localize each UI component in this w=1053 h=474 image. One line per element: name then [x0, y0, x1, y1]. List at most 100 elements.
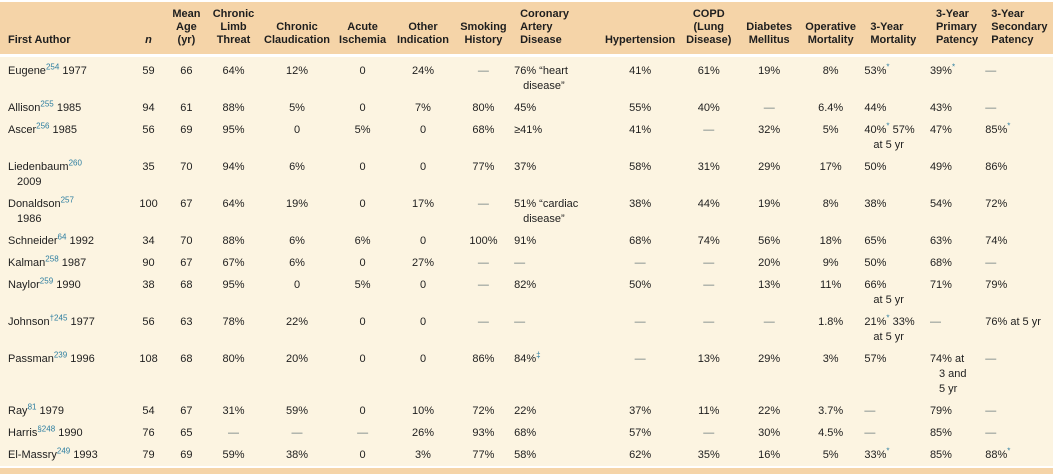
table-header-row: First Author n Mean Age (yr) Chronic Limb T… — [0, 2, 1053, 57]
table-cell: 79% — [927, 400, 984, 422]
table-row: Allison255 1985 94 61 88% 5% 0 7% 80% 45% 55% 40% —… — [0, 97, 1053, 119]
column-header: Hypertension — [602, 2, 679, 57]
column-header: Smoking History — [454, 2, 513, 57]
reference-superscript[interactable]: 64 — [57, 232, 67, 242]
study-author-cell: Ascer256 1985 — [0, 119, 132, 156]
table-cell: 0 — [391, 348, 455, 400]
table-cell: — — [678, 422, 740, 444]
table-cell: 59% — [260, 400, 334, 422]
table-cell: 37% — [512, 156, 603, 193]
table-cell: 80% — [206, 348, 261, 400]
footnote-asterisk: * — [1007, 121, 1011, 131]
table-cell: — — [602, 311, 679, 348]
table-cell: 6% — [260, 252, 334, 274]
table-cell: 4.5% — [798, 422, 863, 444]
table-cell: 57% — [602, 422, 679, 444]
table-cell: — — [454, 252, 513, 274]
table-cell: 57% — [862, 348, 928, 400]
table-cell: 58% — [512, 444, 603, 466]
reference-superscript[interactable]: 256 — [36, 121, 50, 131]
table-row: Johnson†245 1977 56 63 78% 22% 0 0— — — — —1.8% 21%… — [0, 311, 1053, 348]
table-cell: 0 — [391, 311, 455, 348]
study-comparison-table: First Author n Mean Age (yr) Chronic Limb T… — [0, 2, 1053, 466]
table-cell: 20% — [739, 252, 799, 274]
table-cell: 0 — [333, 311, 392, 348]
table-cell: 6% — [260, 156, 334, 193]
table-cell: 86% — [983, 156, 1053, 193]
table-cell: — — [739, 311, 799, 348]
table-cell: 93% — [454, 422, 513, 444]
reference-superscript[interactable]: ‡ — [536, 350, 541, 360]
study-author-cell: Ray81 1979 — [0, 400, 132, 422]
reference-superscript[interactable]: 239 — [53, 350, 68, 360]
table-cell: 72% — [454, 400, 513, 422]
study-author-cell: Liedenbaum260 2009 — [0, 156, 132, 193]
table-cell: 58% — [602, 156, 679, 193]
table-cell: 55% — [602, 97, 679, 119]
reference-superscript[interactable]: 255 — [40, 99, 54, 109]
reference-superscript[interactable]: 259 — [39, 276, 54, 286]
table-cell: 94% — [206, 156, 261, 193]
table-cell: 100 — [131, 193, 166, 230]
footnote-asterisk: * — [886, 446, 890, 456]
table-cell: 49% — [927, 156, 984, 193]
table-cell: 54% — [927, 193, 984, 230]
reference-superscript[interactable]: 254 — [45, 62, 60, 72]
table-row: Schneider64 1992 34 70 88% 6% 6% 0 100% 91% 68% 74… — [0, 230, 1053, 252]
table-cell: 5% — [798, 444, 863, 466]
reference-superscript[interactable]: 257 — [60, 195, 74, 205]
reference-superscript[interactable]: §248 — [37, 424, 56, 434]
table-cell: 13% — [678, 348, 740, 400]
table-cell: 41% — [602, 119, 679, 156]
reference-superscript[interactable]: 249 — [56, 446, 71, 456]
table-cell: 37% — [602, 400, 679, 422]
table-cell: 74% — [678, 230, 740, 252]
table-cell: 0 — [333, 156, 392, 193]
table-cell: 31% — [678, 156, 740, 193]
column-header: First Author — [0, 2, 132, 57]
table-cell: 85% — [927, 444, 984, 466]
table-cell: 22% — [260, 311, 334, 348]
table-cell: 30% — [739, 422, 799, 444]
table-cell: 78% — [206, 311, 261, 348]
table-cell: 69 — [165, 119, 207, 156]
reference-superscript[interactable]: 81 — [27, 402, 37, 412]
table-cell: 18% — [798, 230, 863, 252]
table-cell: 3% — [798, 348, 863, 400]
table-cell: 35% — [678, 444, 740, 466]
table-cell: 59% — [206, 444, 261, 466]
cell-continuation-line: at 5 yr — [873, 139, 904, 151]
table-cell: 50% — [862, 156, 928, 193]
table-cell: 95% — [206, 119, 261, 156]
table-cell: 19% — [739, 193, 799, 230]
table-cell: 0 — [333, 55, 392, 97]
cell-continuation-line: at 5 yr — [873, 294, 904, 306]
table-cell: — — [206, 422, 261, 444]
table-cell: 39%* — [927, 55, 984, 97]
table-cell: 85% — [927, 422, 984, 444]
table-cell: 69 — [165, 444, 207, 466]
table-cell: 68 — [165, 274, 207, 311]
table-cell: 27% — [391, 252, 455, 274]
table-cell: — — [454, 193, 513, 230]
table-cell: 44% — [862, 97, 928, 119]
table-row: Kalman258 1987 90 67 67% 6% 0 27% — — — —20% 9% 50% 6… — [0, 252, 1053, 274]
column-header: Acute Ischemia — [333, 2, 392, 57]
table-cell: 65% — [862, 230, 928, 252]
table-cell: 68% — [602, 230, 679, 252]
table-cell: 38% — [260, 444, 334, 466]
study-author-cell: Eugene254 1977 — [0, 55, 132, 97]
reference-superscript[interactable]: †245 — [49, 313, 68, 323]
table-cell: — — [512, 252, 603, 274]
table-cell: 59 — [131, 55, 166, 97]
table-cell: 43% — [927, 97, 984, 119]
study-author-cell: Naylor259 1990 — [0, 274, 132, 311]
table-cell: 61 — [165, 97, 207, 119]
footnote-asterisk: * — [886, 62, 890, 72]
column-header: 3-Year Mortality — [862, 2, 928, 57]
reference-superscript[interactable]: 260 — [68, 158, 82, 168]
reference-superscript[interactable]: 258 — [45, 254, 59, 264]
column-header: Chronic Limb Threat — [206, 2, 261, 57]
table-header: First Author n Mean Age (yr) Chronic Limb T… — [0, 2, 1053, 57]
table-cell: 76% “heart disease” — [512, 55, 603, 97]
